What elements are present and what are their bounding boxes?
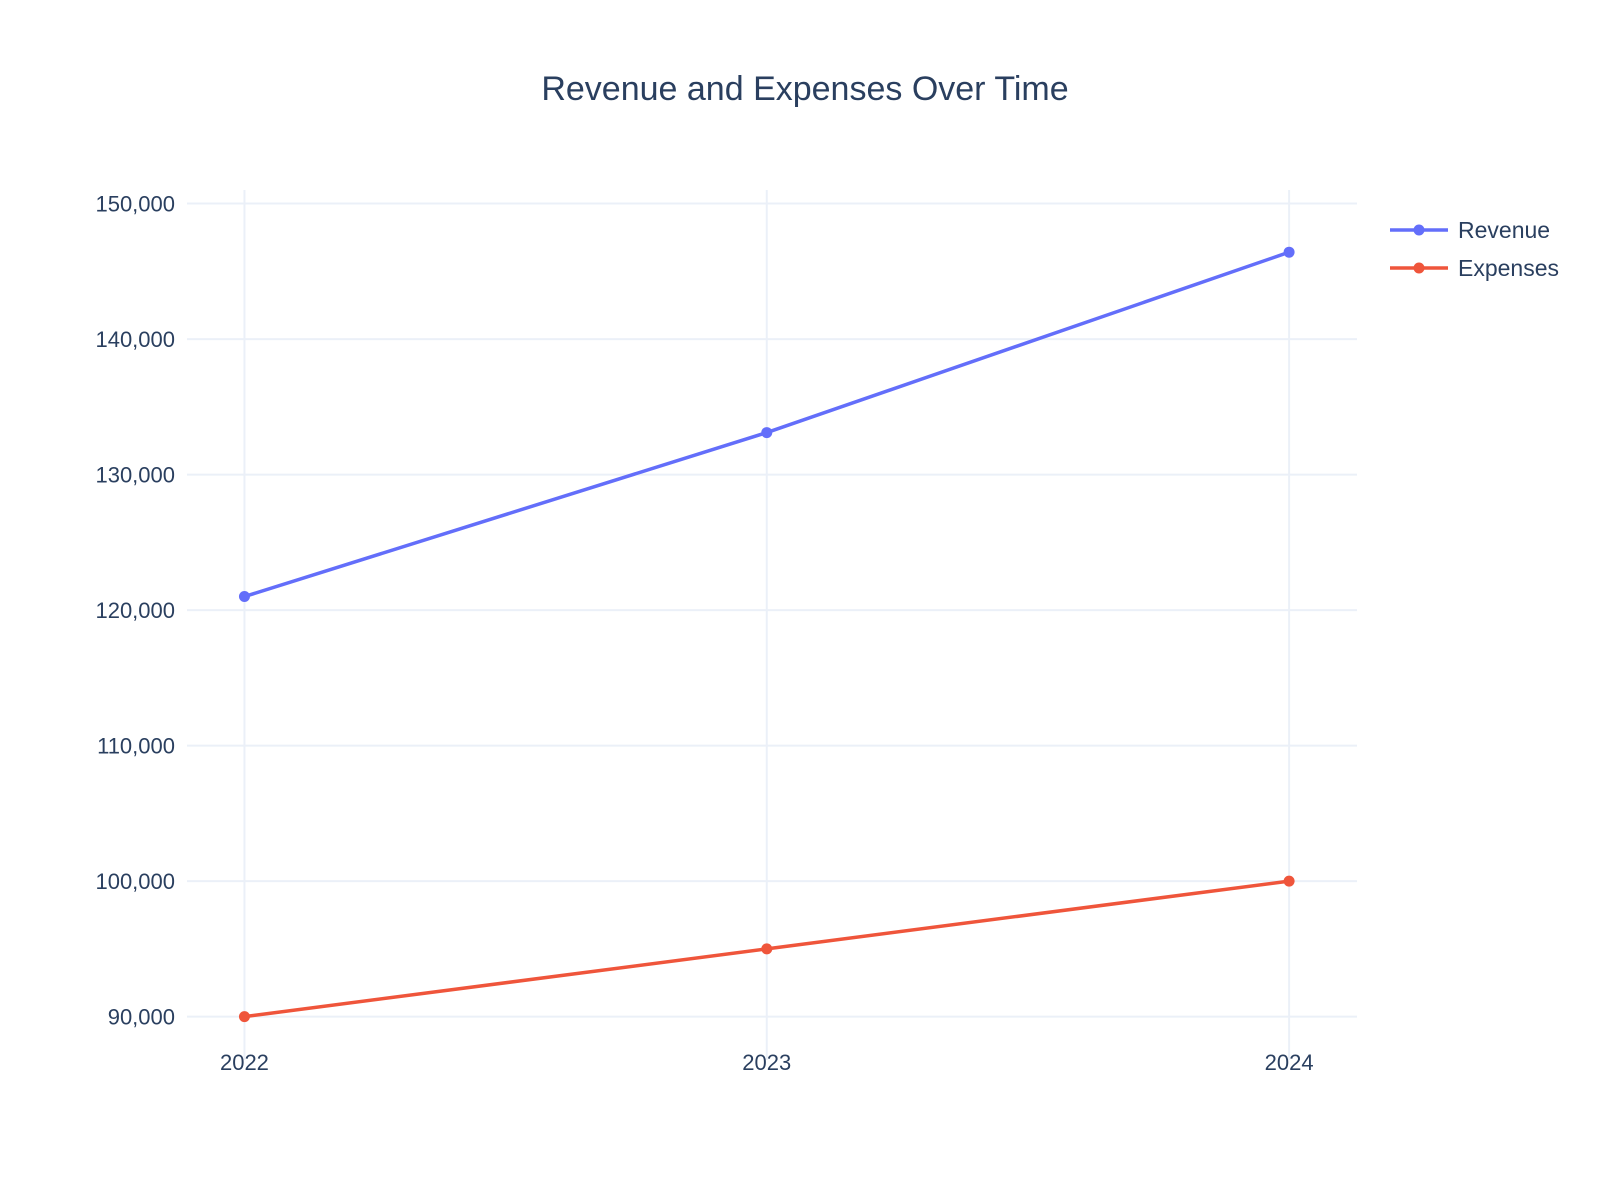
x-tick-label: 2022 bbox=[220, 1050, 269, 1075]
legend-item-revenue[interactable]: Revenue bbox=[1390, 217, 1550, 243]
gridlines bbox=[187, 190, 1357, 1060]
x-tick-label: 2023 bbox=[742, 1050, 791, 1075]
legend-marker-icon bbox=[1413, 262, 1425, 274]
data-point-revenue[interactable] bbox=[761, 427, 773, 439]
y-tick-label: 90,000 bbox=[108, 1005, 175, 1030]
data-point-expenses[interactable] bbox=[761, 943, 773, 955]
data-point-expenses[interactable] bbox=[1283, 875, 1295, 887]
series-layer bbox=[238, 246, 1295, 1023]
data-point-expenses[interactable] bbox=[238, 1011, 250, 1023]
y-tick-label: 110,000 bbox=[97, 734, 175, 759]
legend-marker-icon bbox=[1413, 224, 1425, 236]
legend-label: Revenue bbox=[1458, 217, 1550, 243]
y-tick-label: 130,000 bbox=[95, 463, 175, 488]
series-revenue bbox=[238, 246, 1295, 603]
legend-label: Expenses bbox=[1458, 255, 1559, 281]
data-point-revenue[interactable] bbox=[1283, 246, 1295, 258]
x-axis-tick-labels: 2022 2023 2024 bbox=[220, 1050, 1314, 1075]
y-tick-label: 120,000 bbox=[95, 598, 175, 623]
y-tick-label: 140,000 bbox=[95, 327, 175, 352]
y-axis-tick-labels: 90,000 100,000 110,000 120,000 130,000 140,00… bbox=[95, 192, 175, 1030]
chart-title: Revenue and Expenses Over Time bbox=[541, 70, 1068, 108]
x-tick-label: 2024 bbox=[1265, 1050, 1314, 1075]
legend-item-expenses[interactable]: Expenses bbox=[1390, 255, 1559, 281]
legend[interactable]: Revenue Expenses bbox=[1390, 217, 1559, 281]
y-tick-label: 150,000 bbox=[95, 192, 175, 217]
y-tick-label: 100,000 bbox=[95, 869, 175, 894]
series-expenses bbox=[238, 875, 1295, 1023]
data-point-revenue[interactable] bbox=[238, 591, 250, 603]
